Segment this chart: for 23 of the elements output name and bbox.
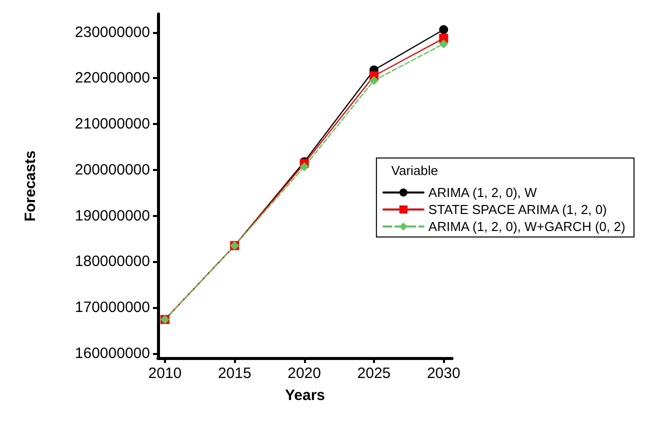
- y-axis-title: Forecasts: [22, 150, 39, 222]
- x-tick-label: 2025: [357, 365, 391, 382]
- y-tick-label: 180000000: [74, 253, 150, 270]
- point: [439, 25, 448, 34]
- point: [369, 76, 378, 86]
- y-tick-label: 190000000: [74, 207, 150, 224]
- y-tick-label: 210000000: [74, 116, 150, 133]
- x-tick-label: 2020: [288, 365, 321, 382]
- y-tick-label: 160000000: [74, 344, 150, 362]
- legend-label: ARIMA (1, 2, 0), W: [428, 185, 538, 200]
- y-tick-label: 200000000: [74, 161, 150, 178]
- legend-label: ARIMA (1, 2, 0), W+GARCH (0, 2): [428, 219, 626, 234]
- point: [439, 39, 448, 48]
- y-tick-label: 170000000: [74, 299, 150, 316]
- x-axis-title: Years: [284, 387, 326, 404]
- x-tick-label: 2030: [426, 365, 460, 382]
- point: [300, 162, 309, 172]
- legend-title: Variable: [391, 163, 438, 178]
- x-tick-label: 2010: [148, 365, 182, 382]
- x-tick-label: 2015: [218, 365, 252, 382]
- y-tick-label: 220000000: [74, 70, 150, 87]
- y-tick-label: 230000000: [74, 24, 150, 41]
- legend-label: STATE SPACE ARIMA (1, 2, 0): [428, 202, 607, 217]
